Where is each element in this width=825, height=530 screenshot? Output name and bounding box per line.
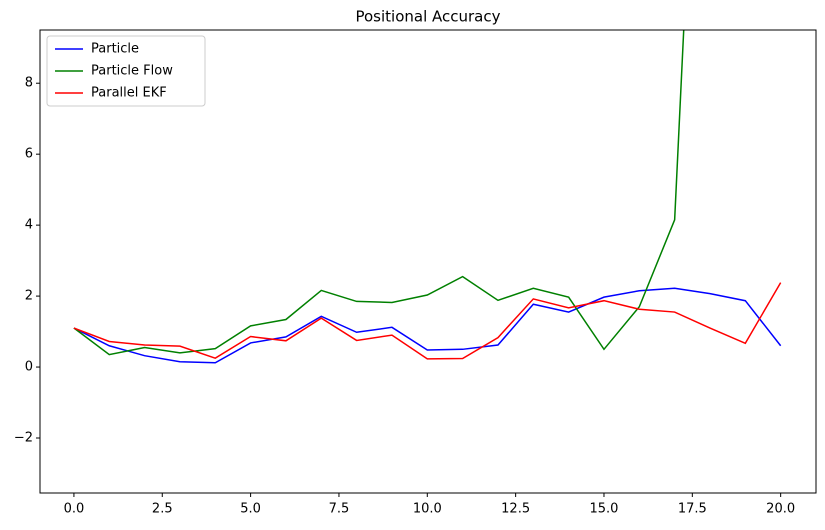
chart-title: Positional Accuracy [355,8,500,26]
y-tick-label: 6 [25,147,33,162]
y-tick-label: 4 [25,218,33,233]
line-series [73,287,782,364]
x-tick-label: 17.5 [678,502,707,517]
legend-label: Particle [91,42,139,57]
x-tick-label: 12.5 [501,502,530,517]
plot-area [73,30,782,364]
x-tick-label: 0.0 [64,502,85,517]
y-tick-label: −2 [14,431,33,446]
x-tick-label: 10.0 [413,502,442,517]
y-tick-label: 2 [25,289,33,304]
x-tick-label: 20.0 [766,502,795,517]
x-tick-label: 7.5 [329,502,350,517]
y-tick-label: 0 [25,360,33,375]
legend-box [46,35,206,107]
axes-frame [39,29,817,494]
legend-label: Particle Flow [91,64,173,79]
x-tick-label: 15.0 [590,502,619,517]
legend-label: Parallel EKF [91,86,167,101]
line-series [73,30,685,356]
y-tick-label: 8 [25,76,33,91]
line-series [73,282,782,360]
x-tick-label: 2.5 [152,502,173,517]
x-tick-label: 5.0 [240,502,261,517]
